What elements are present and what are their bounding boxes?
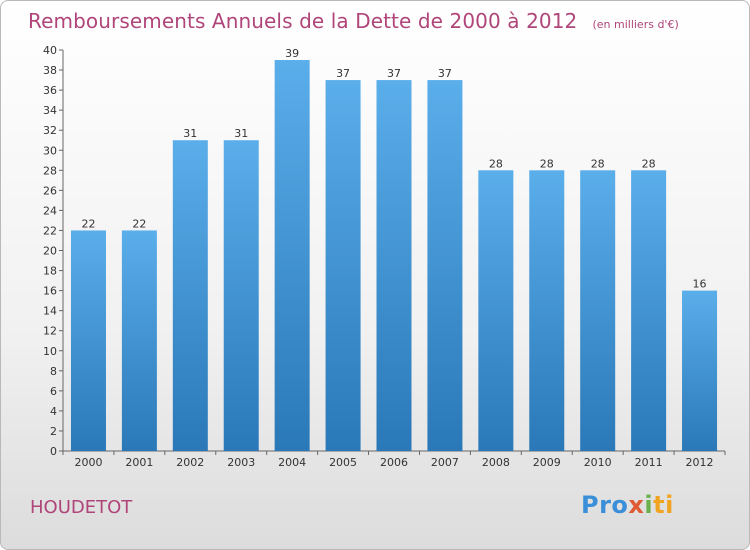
x-tick-label: 2012: [686, 456, 714, 469]
bar-value-label: 28: [642, 157, 656, 170]
chart-subtitle: (en milliers d'€): [592, 18, 679, 31]
bar: [631, 170, 667, 452]
bar: [478, 170, 514, 452]
x-tick-label: 2000: [74, 456, 102, 469]
bar: [172, 140, 208, 451]
bar: [580, 170, 616, 452]
y-tick-label: 8: [50, 365, 57, 378]
x-tick-label: 2011: [635, 456, 663, 469]
y-tick-label: 34: [43, 104, 57, 117]
bar: [682, 290, 718, 451]
bars: [70, 60, 718, 452]
y-tick-label: 18: [43, 265, 57, 278]
y-tick-label: 36: [43, 84, 57, 97]
x-tick-label: 2001: [125, 456, 153, 469]
bar: [70, 230, 106, 451]
x-tick-label: 2002: [176, 456, 204, 469]
x-tick-label: 2008: [482, 456, 510, 469]
y-tick-label: 32: [43, 124, 57, 137]
bar-value-label: 16: [693, 278, 707, 291]
bar-value-label: 22: [132, 217, 146, 230]
y-tick-label: 16: [43, 285, 57, 298]
bar: [376, 80, 412, 451]
y-tick-label: 14: [43, 305, 57, 318]
y-tick-label: 6: [50, 385, 57, 398]
bar-value-label: 28: [540, 157, 554, 170]
y-tick-label: 40: [43, 44, 57, 57]
axes: 0246810121416182022242628303234363840200…: [43, 44, 726, 469]
bar: [223, 140, 259, 451]
bar-value-label: 39: [285, 47, 299, 60]
x-tick-label: 2009: [533, 456, 561, 469]
y-tick-label: 0: [50, 445, 57, 458]
bar-value-label: 37: [387, 67, 401, 80]
y-tick-label: 2: [50, 425, 57, 438]
y-tick-label: 26: [43, 184, 57, 197]
bar: [325, 80, 361, 451]
y-tick-label: 4: [50, 405, 57, 418]
commune-name: HOUDETOT: [30, 497, 133, 518]
bar: [274, 60, 310, 452]
bar-value-label: 31: [234, 127, 248, 140]
x-tick-label: 2003: [227, 456, 255, 469]
bar: [121, 230, 157, 451]
bar: [529, 170, 565, 452]
x-tick-label: 2007: [431, 456, 459, 469]
x-tick-label: 2006: [380, 456, 408, 469]
bar: [427, 80, 463, 451]
y-tick-label: 12: [43, 325, 57, 338]
bar-value-label: 28: [489, 157, 503, 170]
bar-value-label: 37: [336, 67, 350, 80]
bar-value-labels: 22 22 31 31 39 37 37 37 28 28 28 28 16: [81, 47, 706, 291]
bar-value-label: 28: [591, 157, 605, 170]
y-tick-label: 28: [43, 164, 57, 177]
y-tick-label: 24: [43, 204, 57, 217]
x-tick-label: 2010: [584, 456, 612, 469]
chart-title: Remboursements Annuels de la Dette de 20…: [28, 9, 578, 33]
proxiti-logo: Proxiti: [581, 491, 674, 519]
bar-value-label: 31: [183, 127, 197, 140]
y-tick-label: 20: [43, 245, 57, 258]
title-line: Remboursements Annuels de la Dette de 20…: [28, 9, 679, 33]
x-tick-label: 2004: [278, 456, 306, 469]
bar-value-label: 22: [81, 217, 95, 230]
y-tick-label: 10: [43, 345, 57, 358]
y-tick-label: 30: [43, 144, 57, 157]
bar-value-label: 37: [438, 67, 452, 80]
y-tick-label: 38: [43, 64, 57, 77]
y-tick-label: 22: [43, 224, 57, 237]
x-tick-label: 2005: [329, 456, 357, 469]
